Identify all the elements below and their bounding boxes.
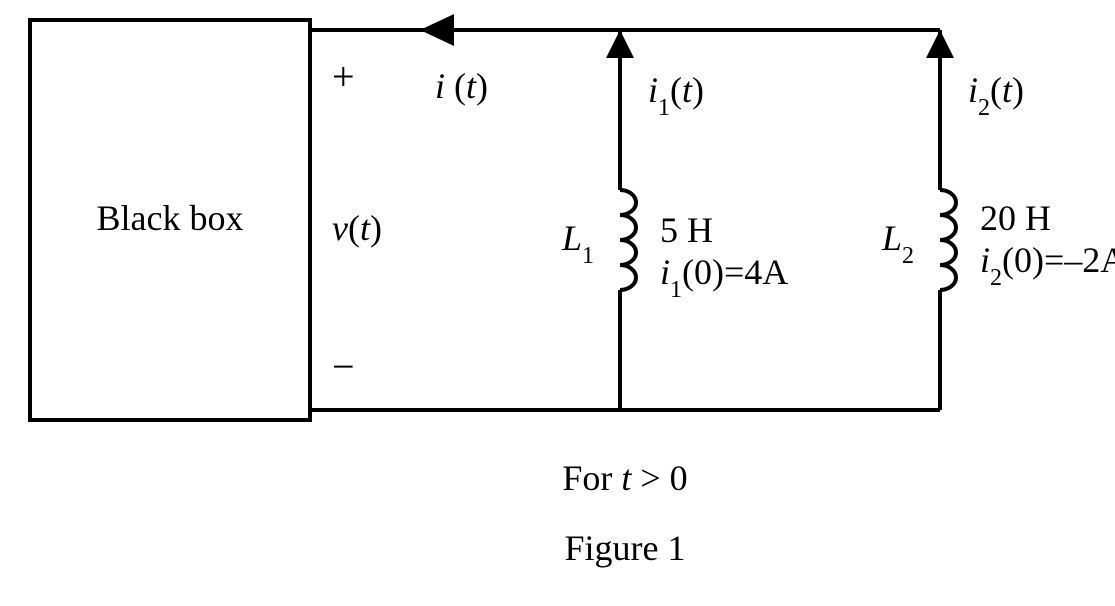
- L2-inductor-icon: [940, 190, 956, 290]
- i2-of-t-label: i2(t): [968, 70, 1024, 121]
- plus-label: +: [332, 54, 355, 99]
- i1-of-t-label: i1(t): [648, 70, 704, 121]
- circuit-diagram: Black box + − v(t) i (t) i1(t) i2(t) L1 5 Hi1(0)…: [0, 0, 1115, 606]
- v-of-t-label: v(t): [332, 208, 382, 248]
- L1-inductor-icon: [620, 190, 636, 290]
- i-arrow-icon: [420, 14, 454, 46]
- L1-ic-label: i1(0)=4A: [660, 252, 788, 303]
- L2-ic-label: i2(0)=–2A: [980, 240, 1115, 291]
- for-t-caption: For t > 0: [562, 458, 687, 498]
- i-of-t-label: i (t): [435, 66, 488, 106]
- L1-arrow-icon: [606, 30, 634, 58]
- figure-caption: Figure 1: [565, 528, 686, 568]
- L2-arrow-icon: [926, 30, 954, 58]
- L1-name-label: L1: [561, 218, 594, 269]
- black-box-label: Black box: [97, 198, 244, 238]
- L2-value-label: 20 H: [980, 198, 1051, 238]
- L2-name-label: L2: [881, 218, 914, 269]
- minus-label: −: [332, 344, 355, 389]
- L1-value-label: 5 H: [660, 210, 713, 250]
